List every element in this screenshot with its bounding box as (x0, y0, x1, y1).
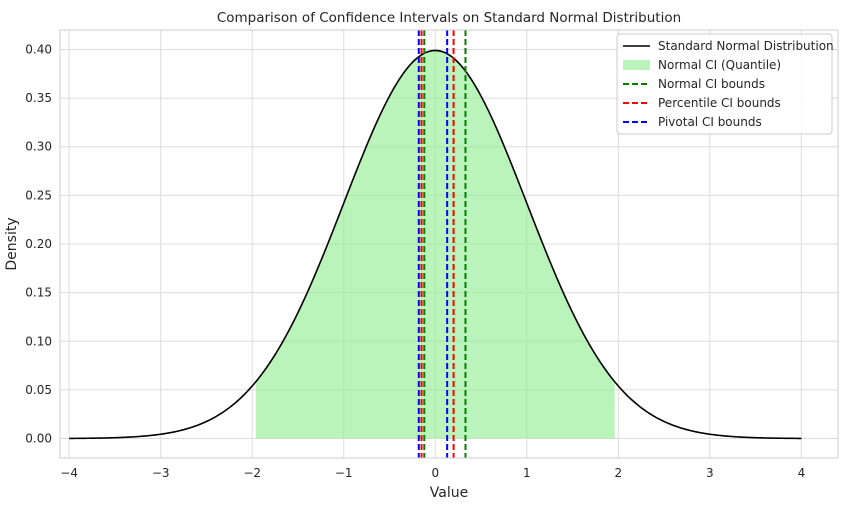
x-tick-label: −1 (335, 466, 353, 480)
plot-area: −4 −3 −2 −1 0 1 2 3 4 0.00 0.05 0.10 0.15 0.20 0.25 0.3… (25, 29, 839, 480)
legend-label: Pivotal CI bounds (658, 115, 762, 129)
legend-label: Normal CI (Quantile) (658, 58, 781, 72)
y-tick-label: 0.30 (25, 140, 52, 154)
x-tick-label: 1 (523, 466, 531, 480)
legend-label: Normal CI bounds (658, 77, 765, 91)
x-axis-label: Value (430, 485, 468, 501)
axes-frame (59, 29, 839, 459)
y-tick-label: 0.10 (25, 334, 52, 348)
x-tick-label: 4 (798, 466, 806, 480)
legend-label: Percentile CI bounds (658, 96, 781, 110)
y-tick-label: 0.00 (25, 432, 52, 446)
legend-box (616, 33, 833, 135)
y-tick-label: 0.40 (25, 42, 52, 56)
y-axis-label: Density (4, 217, 20, 270)
x-tick-label: −2 (243, 466, 261, 480)
shaded-ci-region (255, 50, 615, 439)
y-tick-label: 0.15 (25, 286, 52, 300)
x-tick-label: 3 (706, 466, 714, 480)
y-tick-label: 0.20 (25, 237, 52, 251)
legend-label: Standard Normal Distribution (658, 39, 834, 53)
normal-pdf-curve (69, 49, 802, 440)
x-tick-label: −4 (60, 466, 78, 480)
x-tick-label: 0 (431, 466, 439, 480)
y-tick-label: 0.25 (25, 188, 52, 202)
legend-swatch (623, 60, 650, 70)
x-tick-label: −3 (152, 466, 170, 480)
y-tick-label: 0.05 (25, 383, 52, 397)
y-tick-label: 0.35 (25, 91, 52, 105)
chart-title: Comparison of Confidence Intervals on St… (217, 10, 681, 26)
x-tick-label: 2 (615, 466, 623, 480)
